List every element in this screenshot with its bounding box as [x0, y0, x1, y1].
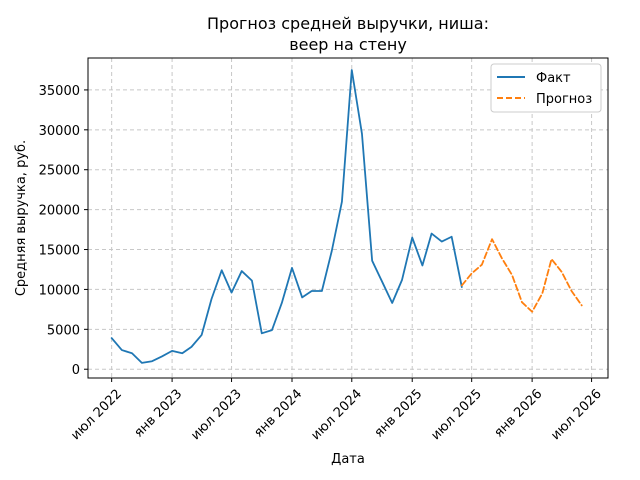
y-axis-label: Средняя выручка, руб.: [14, 140, 29, 296]
y-tick-label: 5000: [47, 323, 80, 338]
x-tick-label: янв 2023: [131, 387, 185, 441]
chart-title-line-1: Прогноз средней выручки, ниша:: [207, 14, 489, 33]
y-tick-label: 0: [72, 363, 80, 378]
x-axis-ticks: июл 2022 янв 2023 июл 2023 янв 2024 июл 2024…: [68, 378, 605, 444]
x-tick-label: июл 2025: [428, 387, 485, 444]
series-group: [110, 69, 583, 364]
series-line-forecast: [460, 238, 583, 313]
x-tick-label: янв 2024: [251, 387, 305, 441]
legend: Факт Прогноз: [490, 63, 602, 113]
x-axis-label: Дата: [331, 452, 365, 467]
y-tick-label: 20000: [39, 204, 80, 219]
y-tick-label: 30000: [39, 124, 80, 139]
x-tick-label: янв 2026: [491, 387, 545, 441]
y-tick-label: 10000: [39, 283, 80, 298]
y-tick-label: 15000: [39, 244, 80, 259]
x-tick-label: янв 2025: [372, 387, 426, 441]
x-tick-label: июл 2024: [309, 387, 366, 444]
x-tick-label: июл 2022: [68, 387, 125, 444]
x-tick-label: июл 2026: [548, 387, 605, 444]
y-axis-ticks: 0 5000 10000 15000 20000 25000 30000 35000: [39, 84, 88, 378]
legend-label-forecast: Прогноз: [536, 92, 592, 107]
x-tick-label: июл 2023: [188, 387, 245, 444]
series-line-fact: [110, 69, 463, 364]
chart-title-line-2: веер на стену: [289, 35, 407, 54]
plot-frame: [87, 57, 609, 379]
y-tick-label: 35000: [39, 84, 80, 99]
legend-label-fact: Факт: [536, 71, 571, 86]
y-tick-label: 25000: [39, 164, 80, 179]
